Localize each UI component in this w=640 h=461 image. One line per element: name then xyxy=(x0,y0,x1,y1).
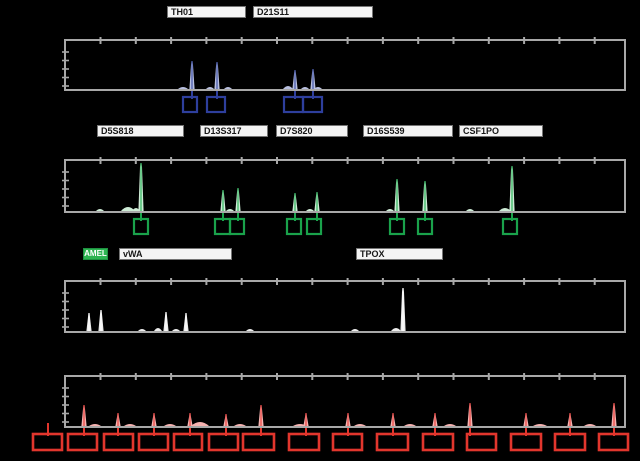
allele-box[interactable] xyxy=(228,217,246,236)
plot-frame xyxy=(64,375,626,428)
allele-box[interactable] xyxy=(213,217,232,236)
marker-label-tpox[interactable]: TPOX xyxy=(356,248,443,260)
baseline-noise xyxy=(154,328,162,331)
allele-box[interactable] xyxy=(501,217,519,236)
baseline-noise xyxy=(178,87,188,89)
baseline-noise xyxy=(164,424,176,426)
allele-box[interactable] xyxy=(305,217,323,236)
allele-box[interactable] xyxy=(285,217,303,236)
baseline-noise xyxy=(191,422,209,426)
plot-frame xyxy=(64,280,626,333)
baseline-noise xyxy=(234,424,246,426)
allele-box[interactable] xyxy=(287,432,321,452)
baseline-noise xyxy=(386,209,394,211)
allele-box[interactable] xyxy=(181,95,199,114)
allele-box[interactable] xyxy=(205,95,227,114)
baseline-noise xyxy=(172,329,180,331)
allele-box[interactable] xyxy=(375,432,410,452)
baseline-noise xyxy=(584,424,596,426)
allele-box[interactable] xyxy=(421,432,455,452)
baseline-noise xyxy=(224,87,232,89)
allele-box[interactable] xyxy=(66,432,99,452)
allele-box[interactable] xyxy=(597,432,630,452)
panel-blue-loci xyxy=(62,37,626,114)
allele-box[interactable] xyxy=(241,432,276,452)
baseline-noise xyxy=(306,209,314,211)
baseline-noise xyxy=(226,209,234,211)
baseline-noise xyxy=(533,424,547,426)
plot-frame xyxy=(64,39,626,91)
baseline-noise xyxy=(283,86,293,89)
baseline-noise xyxy=(124,424,136,426)
baseline-noise xyxy=(96,209,104,211)
allele-box[interactable] xyxy=(553,432,587,452)
baseline-noise xyxy=(444,424,456,426)
allele-box[interactable] xyxy=(282,95,305,114)
baseline-noise xyxy=(206,87,214,89)
marker-label-d7s820[interactable]: D7S820 xyxy=(276,125,348,137)
baseline-noise xyxy=(354,424,366,426)
allele-box[interactable] xyxy=(465,432,498,452)
allele-box[interactable] xyxy=(137,432,170,452)
marker-label-d21s11[interactable]: D21S11 xyxy=(253,6,373,18)
baseline-noise xyxy=(301,87,309,89)
plot-frame xyxy=(64,159,626,213)
allele-box[interactable] xyxy=(331,432,364,452)
allele-box[interactable] xyxy=(102,432,135,452)
panel-black-loci xyxy=(62,278,626,333)
marker-label-csf1po[interactable]: CSF1PO xyxy=(459,125,543,137)
allele-box[interactable] xyxy=(509,432,543,452)
allele-box[interactable] xyxy=(207,432,240,452)
allele-box[interactable] xyxy=(172,432,204,452)
marker-label-d5s818[interactable]: D5S818 xyxy=(97,125,184,137)
baseline-noise xyxy=(466,209,474,211)
marker-label-d16s539[interactable]: D16S539 xyxy=(363,125,453,137)
allele-box[interactable] xyxy=(388,217,406,236)
baseline-noise xyxy=(132,208,140,211)
allele-box[interactable] xyxy=(416,217,434,236)
baseline-noise xyxy=(138,329,146,331)
baseline-noise xyxy=(89,424,101,426)
marker-label-vwa[interactable]: vWA xyxy=(119,248,232,260)
marker-label-amel[interactable]: AMEL xyxy=(83,248,108,260)
marker-label-d13s317[interactable]: D13S317 xyxy=(200,125,268,137)
panel-red-size-standard xyxy=(31,373,630,452)
marker-label-th01[interactable]: TH01 xyxy=(167,6,246,18)
panel-green-loci xyxy=(62,157,626,236)
baseline-noise xyxy=(121,207,135,211)
baseline-noise xyxy=(499,208,511,211)
allele-box[interactable] xyxy=(301,95,324,114)
baseline-noise xyxy=(404,424,416,426)
baseline-noise xyxy=(351,329,359,331)
baseline-noise xyxy=(391,328,401,331)
allele-box[interactable] xyxy=(132,217,150,236)
baseline-noise xyxy=(314,87,322,89)
baseline-noise xyxy=(246,329,254,331)
allele-box[interactable] xyxy=(31,432,64,452)
